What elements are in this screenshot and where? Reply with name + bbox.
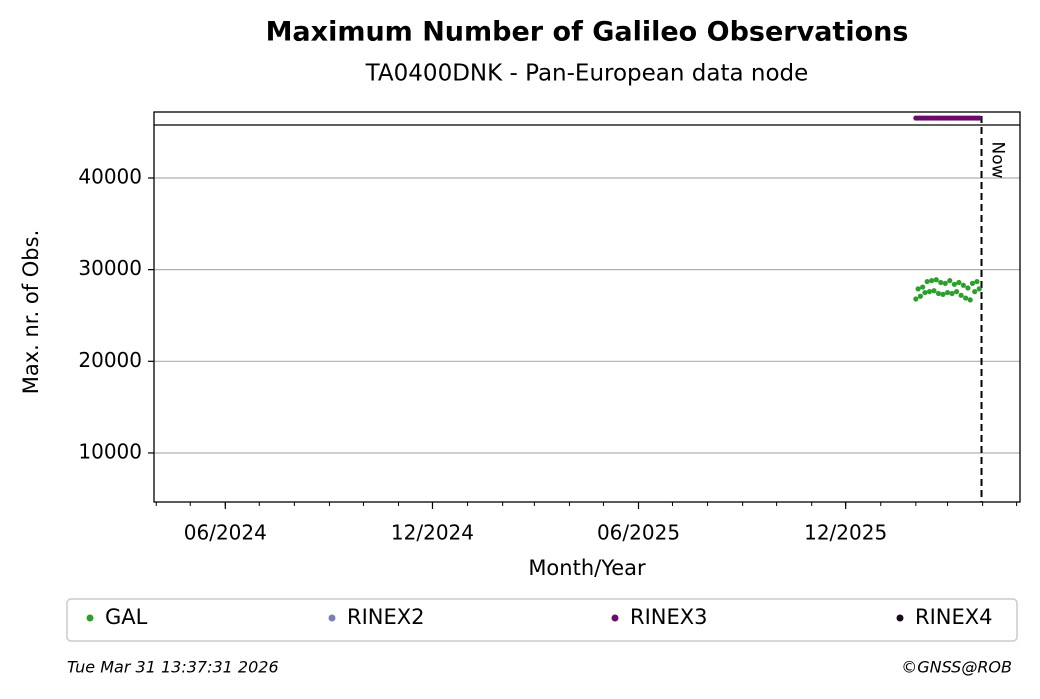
y-axis-label: Max. nr. of Obs.	[19, 230, 43, 395]
legend-marker	[86, 614, 94, 622]
footer-date: Tue Mar 31 13:37:31 2026	[67, 658, 279, 677]
y-tick-label: 40000	[78, 164, 142, 188]
data-point	[938, 279, 944, 286]
x-tick-label: 12/2025	[804, 521, 887, 545]
data-point	[965, 285, 971, 291]
data-point	[940, 291, 946, 297]
data-point	[976, 286, 982, 292]
data-point	[969, 280, 976, 286]
footer-credit: ©GNSS@ROB	[901, 658, 1012, 677]
data-point	[972, 289, 978, 295]
data-point	[942, 280, 948, 286]
legend-label: RINEX4	[915, 605, 993, 629]
y-tick-label: 20000	[78, 348, 142, 372]
plot-frame	[153, 111, 1021, 503]
chart-title: Maximum Number of Galileo Observations	[266, 17, 909, 48]
data-point	[954, 289, 960, 295]
data-point	[915, 286, 921, 292]
x-tick-label: 06/2024	[184, 521, 267, 545]
data-point	[913, 296, 919, 302]
y-tick-label: 10000	[78, 439, 142, 463]
x-tick-label: 06/2025	[597, 521, 680, 545]
data-point	[951, 281, 957, 287]
y-tick-label: 30000	[78, 256, 142, 280]
data-point	[947, 278, 953, 284]
data-point	[926, 289, 933, 295]
data-point	[944, 289, 951, 296]
data-point	[960, 282, 966, 288]
data-point	[963, 295, 969, 301]
data-point	[956, 279, 962, 286]
data-point	[958, 292, 964, 298]
legend-label: GAL	[105, 605, 148, 629]
data-point	[931, 288, 937, 294]
data-point	[967, 297, 973, 303]
data-point	[922, 289, 928, 296]
data-point	[949, 290, 955, 297]
now-label: Now	[988, 141, 1008, 178]
data-point	[929, 278, 935, 284]
chart-subtitle: TA0400DNK - Pan-European data node	[365, 61, 809, 87]
data-point	[917, 293, 923, 299]
data-point	[924, 278, 930, 285]
data-point	[935, 290, 942, 297]
data-point	[976, 115, 982, 121]
data-point	[933, 277, 939, 283]
data-point	[974, 278, 980, 285]
legend-marker	[611, 614, 619, 622]
legend-box	[66, 598, 1018, 642]
legend-marker	[328, 614, 336, 622]
legend-label: RINEX3	[630, 605, 708, 629]
data-point	[920, 284, 926, 290]
legend-marker	[896, 614, 904, 622]
x-tick-label: 12/2024	[391, 521, 474, 545]
legend-label: RINEX2	[347, 605, 425, 629]
x-axis-label: Month/Year	[528, 556, 646, 580]
